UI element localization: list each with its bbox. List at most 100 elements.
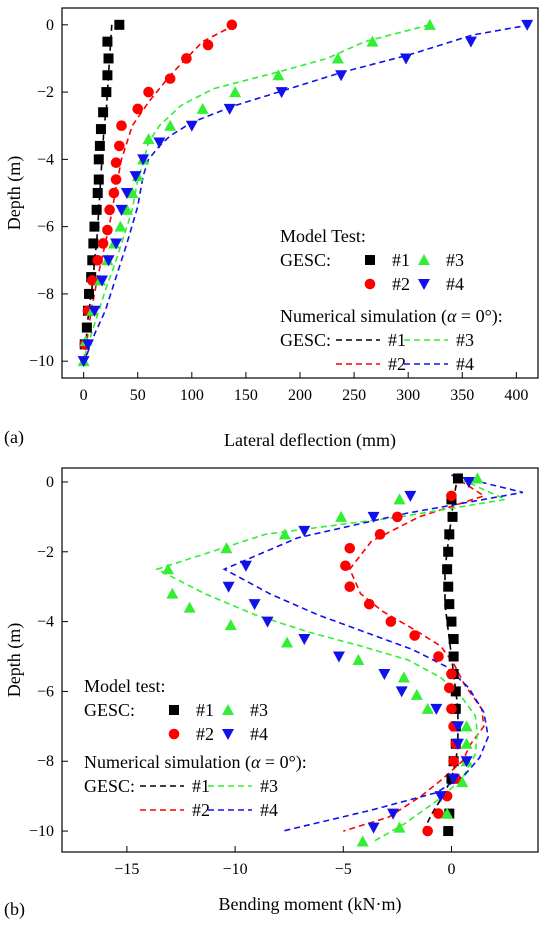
legend-marker xyxy=(222,704,234,715)
test-point-series-1 xyxy=(443,581,454,592)
test-point-series-1 xyxy=(88,238,99,249)
test-point-series-4 xyxy=(404,490,417,502)
legend-entry-label: #4 xyxy=(446,274,464,294)
test-point-series-2 xyxy=(443,682,455,694)
legend-entry-label: #2 xyxy=(392,274,410,294)
legend: Model test: GESC: #1 #3 #2 #4 Numerical simula… xyxy=(84,676,307,820)
test-point-series-2 xyxy=(433,808,444,819)
x-tick-label: −10 xyxy=(223,861,248,878)
test-point-series-4 xyxy=(400,53,413,65)
test-point-series-3 xyxy=(366,35,379,47)
y-tick-label: −10 xyxy=(29,823,54,840)
test-point-series-4 xyxy=(261,616,274,628)
test-point-series-3 xyxy=(441,807,454,819)
panel-label: (b) xyxy=(4,899,25,920)
test-point-series-3 xyxy=(460,737,473,749)
test-point-series-1 xyxy=(102,70,113,81)
test-point-series-4 xyxy=(81,339,94,351)
y-tick-label: −6 xyxy=(37,219,54,236)
x-tick-label: 250 xyxy=(342,387,366,404)
legend-simulation-title: Numerical simulation (α = 0°): xyxy=(280,306,503,327)
legend-marker xyxy=(168,728,180,740)
panel-a: 0 50 100 150 200 250 300 350 400 0 −2 −4 −6 −8 −10 Late… xyxy=(4,7,539,451)
x-tick-label: 50 xyxy=(130,387,146,404)
test-point-series-4 xyxy=(395,686,408,698)
test-point-series-3 xyxy=(164,119,177,131)
test-point-series-1 xyxy=(103,53,114,64)
x-tick-label: −15 xyxy=(114,861,139,878)
test-point-series-3 xyxy=(272,69,285,81)
test-point-series-3 xyxy=(423,18,436,30)
panel-label: (a) xyxy=(4,427,24,448)
panel-b: −15 −10 −5 0 0 −2 −4 −6 −8 −10 Bending moment (kN·… xyxy=(4,467,539,920)
test-point-series-4 xyxy=(248,599,261,611)
test-point-series-4 xyxy=(464,36,477,48)
x-axis-label: Bending moment (kN·m) xyxy=(219,894,402,915)
legend-entry-label: #4 xyxy=(456,354,474,374)
test-point-series-4 xyxy=(120,188,133,199)
test-point-series-1 xyxy=(81,322,92,333)
legend-entry-label: #1 xyxy=(192,776,210,796)
test-point-series-4 xyxy=(462,476,475,488)
y-tick-label: −2 xyxy=(37,84,54,101)
test-point-series-1 xyxy=(92,188,103,198)
test-point-series-3 xyxy=(471,472,484,484)
legend-row-label: GESC: xyxy=(280,250,331,270)
test-point-series-4 xyxy=(77,356,90,368)
test-point-series-1 xyxy=(114,19,125,30)
plot-area xyxy=(155,472,524,847)
x-tick-label: −5 xyxy=(335,861,352,878)
y-tick-label: −8 xyxy=(37,753,54,770)
test-point-series-1 xyxy=(93,154,104,165)
test-point-series-4 xyxy=(275,87,288,99)
test-point-series-2 xyxy=(446,703,457,715)
test-point-series-4 xyxy=(153,137,166,149)
legend-entry-label: #2 xyxy=(196,724,214,744)
test-point-series-2 xyxy=(433,651,444,662)
simulation-line-series-3 xyxy=(155,474,509,843)
legend-entry-label: #3 xyxy=(456,330,474,350)
test-point-series-2 xyxy=(114,140,125,152)
legend-row-label: GESC: xyxy=(280,330,331,350)
legend-entry-label: #4 xyxy=(260,800,278,820)
legend-entry-label: #2 xyxy=(192,800,210,820)
test-point-series-1 xyxy=(443,546,454,557)
test-point-series-1 xyxy=(446,616,457,627)
test-point-series-3 xyxy=(162,563,175,575)
test-point-series-4 xyxy=(298,634,311,646)
test-point-series-1 xyxy=(95,124,106,135)
legend-marker xyxy=(222,729,234,740)
test-point-series-1 xyxy=(102,36,113,47)
test-point-series-2 xyxy=(102,224,113,236)
test-point-series-4 xyxy=(335,70,348,82)
test-point-series-4 xyxy=(378,668,391,680)
test-point-series-3 xyxy=(331,52,344,64)
test-point-series-1 xyxy=(98,107,109,118)
test-point-series-4 xyxy=(110,238,123,250)
test-point-series-1 xyxy=(442,564,453,575)
test-point-series-3 xyxy=(229,86,242,98)
test-point-series-4 xyxy=(447,773,460,785)
test-point-series-2 xyxy=(132,103,144,115)
legend-entry-label: #3 xyxy=(250,700,268,720)
test-point-series-4 xyxy=(185,120,198,132)
test-point-series-4 xyxy=(137,154,150,166)
legend: Model Test: GESC: #1 #3 #2 #4 Numerical simula… xyxy=(280,226,503,374)
test-point-series-1 xyxy=(444,599,455,610)
x-tick-label: 400 xyxy=(504,387,528,404)
test-point-series-4 xyxy=(239,560,252,572)
legend-entry-label: #1 xyxy=(196,700,214,720)
test-point-series-3 xyxy=(281,636,294,648)
y-tick-label: −8 xyxy=(37,286,54,303)
test-point-series-3 xyxy=(278,528,291,540)
test-point-series-3 xyxy=(126,187,139,198)
test-point-series-1 xyxy=(87,255,98,266)
legend-entry-label: #2 xyxy=(388,354,406,374)
test-point-series-4 xyxy=(451,738,464,750)
y-tick-label: −10 xyxy=(29,353,54,370)
plot-frame xyxy=(61,467,539,853)
test-point-series-4 xyxy=(115,204,128,216)
legend-entry-label: #1 xyxy=(392,250,410,270)
test-point-series-3 xyxy=(397,671,410,683)
